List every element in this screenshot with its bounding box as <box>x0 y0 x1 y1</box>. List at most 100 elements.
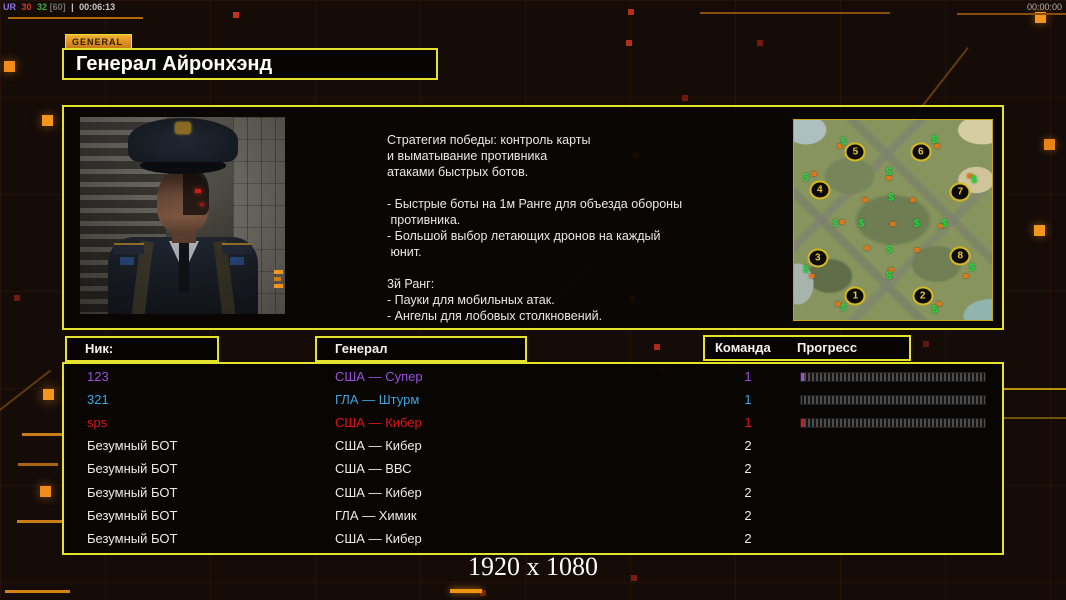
supply-dock-icon <box>862 198 868 202</box>
player-general: США — Кибер <box>335 484 422 500</box>
player-team: 1 <box>744 369 752 384</box>
start-position-marker: 6 <box>910 142 932 162</box>
column-header-general: Генерал <box>315 336 527 362</box>
supply-dock-icon <box>967 174 973 178</box>
player-table: 123 США — Супер 1 321 ГЛА — Штурм 1 sps США — К… <box>62 362 1004 555</box>
minimap[interactable]: $ $ $ $ $ $ $ $ $ $ $ $ $ $ $ $1 2 3 4 5 6 7 8 <box>793 119 993 321</box>
supply-dock-icon <box>890 222 896 226</box>
table-row[interactable]: Безумный БОТ США — Кибер 2 <box>64 434 1002 458</box>
start-position-marker: 3 <box>807 248 829 268</box>
player-nick: Безумный БОТ <box>87 507 178 523</box>
column-header-label: Прогресс <box>797 340 858 355</box>
player-team: 2 <box>744 530 752 546</box>
player-team: 2 <box>744 438 752 454</box>
supply-dock-icon <box>811 172 817 176</box>
supply-pile-icon: $ <box>886 244 892 256</box>
circuit-line <box>1004 388 1066 390</box>
strategy-line: - Пауки для мобильных атак. <box>387 293 555 307</box>
column-header-nick: Ник: <box>65 336 219 362</box>
progress-bar-tip <box>801 373 804 381</box>
strategy-line: 3й Ранг: <box>387 277 435 291</box>
circuit-line <box>8 17 143 19</box>
start-position-marker: 2 <box>912 286 934 306</box>
player-nick: Безумный БОТ <box>87 530 178 546</box>
supply-pile-icon: $ <box>858 218 865 230</box>
start-position-marker: 7 <box>949 182 971 202</box>
supply-pile-icon: $ <box>913 218 920 230</box>
player-nick: Безумный БОТ <box>87 438 178 454</box>
general-info-panel: Стратегия победы: контроль карты и выматы… <box>62 105 1004 330</box>
hud-separator: | <box>71 2 74 12</box>
strategy-line: и выматывание противника <box>387 149 548 163</box>
table-row[interactable]: Безумный БОТ США — Кибер 2 <box>64 527 1002 551</box>
table-row[interactable]: Безумный БОТ США — ВВС 2 <box>64 457 1002 481</box>
player-general: США — Кибер <box>335 438 422 454</box>
supply-pile-icon: $ <box>971 174 977 186</box>
table-row[interactable]: 321 ГЛА — Штурм 1 <box>64 388 1002 412</box>
table-row[interactable]: sps США — Кибер 1 <box>64 411 1002 435</box>
table-row[interactable]: Безумный БОТ ГЛА — Химик 2 <box>64 504 1002 528</box>
strategy-line: - Ангелы для лобовых столкновений. <box>387 309 603 323</box>
table-row[interactable]: Безумный БОТ США — Кибер 2 <box>64 481 1002 505</box>
strategy-line: - Большой выбор летающих дронов на кажды… <box>387 229 661 243</box>
supply-dock-icon <box>864 246 870 250</box>
strategy-line: атаками быстрых ботов. <box>387 165 529 179</box>
column-header-label: Генерал <box>335 341 388 356</box>
column-header-label: Ник: <box>85 341 114 356</box>
progress-bar <box>800 372 986 382</box>
supply-pile-icon: $ <box>840 302 847 314</box>
supply-pile-icon: $ <box>832 218 839 230</box>
player-general: США — ВВС <box>335 461 412 477</box>
circuit-line <box>22 433 64 436</box>
column-header-label: Команда <box>715 340 771 355</box>
player-team: 2 <box>744 484 752 500</box>
start-position-marker: 4 <box>809 180 831 200</box>
start-position-marker: 5 <box>844 142 866 162</box>
strategy-text: Стратегия победы: контроль карты и выматы… <box>387 132 727 324</box>
hud-timer: 00:06:13 <box>79 2 116 12</box>
supply-dock-icon <box>910 198 916 202</box>
supply-dock-icon <box>839 220 845 224</box>
supply-pile-icon: $ <box>931 304 938 316</box>
circuit-line <box>450 589 482 593</box>
progress-bar-tip <box>801 419 804 428</box>
strategy-line: противника. <box>387 213 461 227</box>
portrait-shading <box>80 117 285 314</box>
circuit-line <box>0 369 52 421</box>
player-nick: Безумный БОТ <box>87 484 178 500</box>
supply-dock-icon <box>938 224 944 228</box>
supply-dock-icon <box>835 302 841 306</box>
clock: 00:00:00 <box>1026 2 1062 12</box>
supply-pile-icon: $ <box>886 270 892 282</box>
supply-pile-icon: $ <box>931 134 938 146</box>
player-general: США — Супер <box>335 369 423 384</box>
player-nick: sps <box>87 415 108 431</box>
player-team: 2 <box>744 461 752 477</box>
hud-value: 30 <box>21 2 32 12</box>
supply-dock-icon <box>914 248 920 252</box>
player-nick: Безумный БОТ <box>87 461 178 477</box>
supply-dock-icon <box>934 144 940 148</box>
general-title-box: Генерал Айронхэнд <box>62 48 438 80</box>
progress-bar <box>800 418 986 429</box>
player-nick: 123 <box>87 369 109 384</box>
supply-pile-icon: $ <box>941 218 948 230</box>
tab-general[interactable]: GENERAL <box>65 34 133 49</box>
player-general: ГЛА — Штурм <box>335 392 420 408</box>
player-team: 1 <box>744 392 752 408</box>
supply-dock-icon <box>809 274 815 278</box>
strategy-line: юнит. <box>387 245 422 259</box>
table-row[interactable]: 123 США — Супер 1 <box>64 365 1002 389</box>
general-portrait <box>80 117 285 314</box>
supply-dock-icon <box>837 144 843 148</box>
supply-dock-icon <box>886 176 892 180</box>
progress-bar <box>800 395 986 406</box>
supply-pile-icon: $ <box>888 192 894 204</box>
circuit-line <box>17 520 63 523</box>
hud-value: 32 <box>37 2 48 12</box>
start-position-marker: 1 <box>844 286 866 306</box>
resolution-text: 1920 x 1080 <box>468 552 598 581</box>
supply-pile-icon: $ <box>803 264 809 276</box>
supply-pile-icon: $ <box>840 136 847 148</box>
circuit-line <box>700 12 890 14</box>
